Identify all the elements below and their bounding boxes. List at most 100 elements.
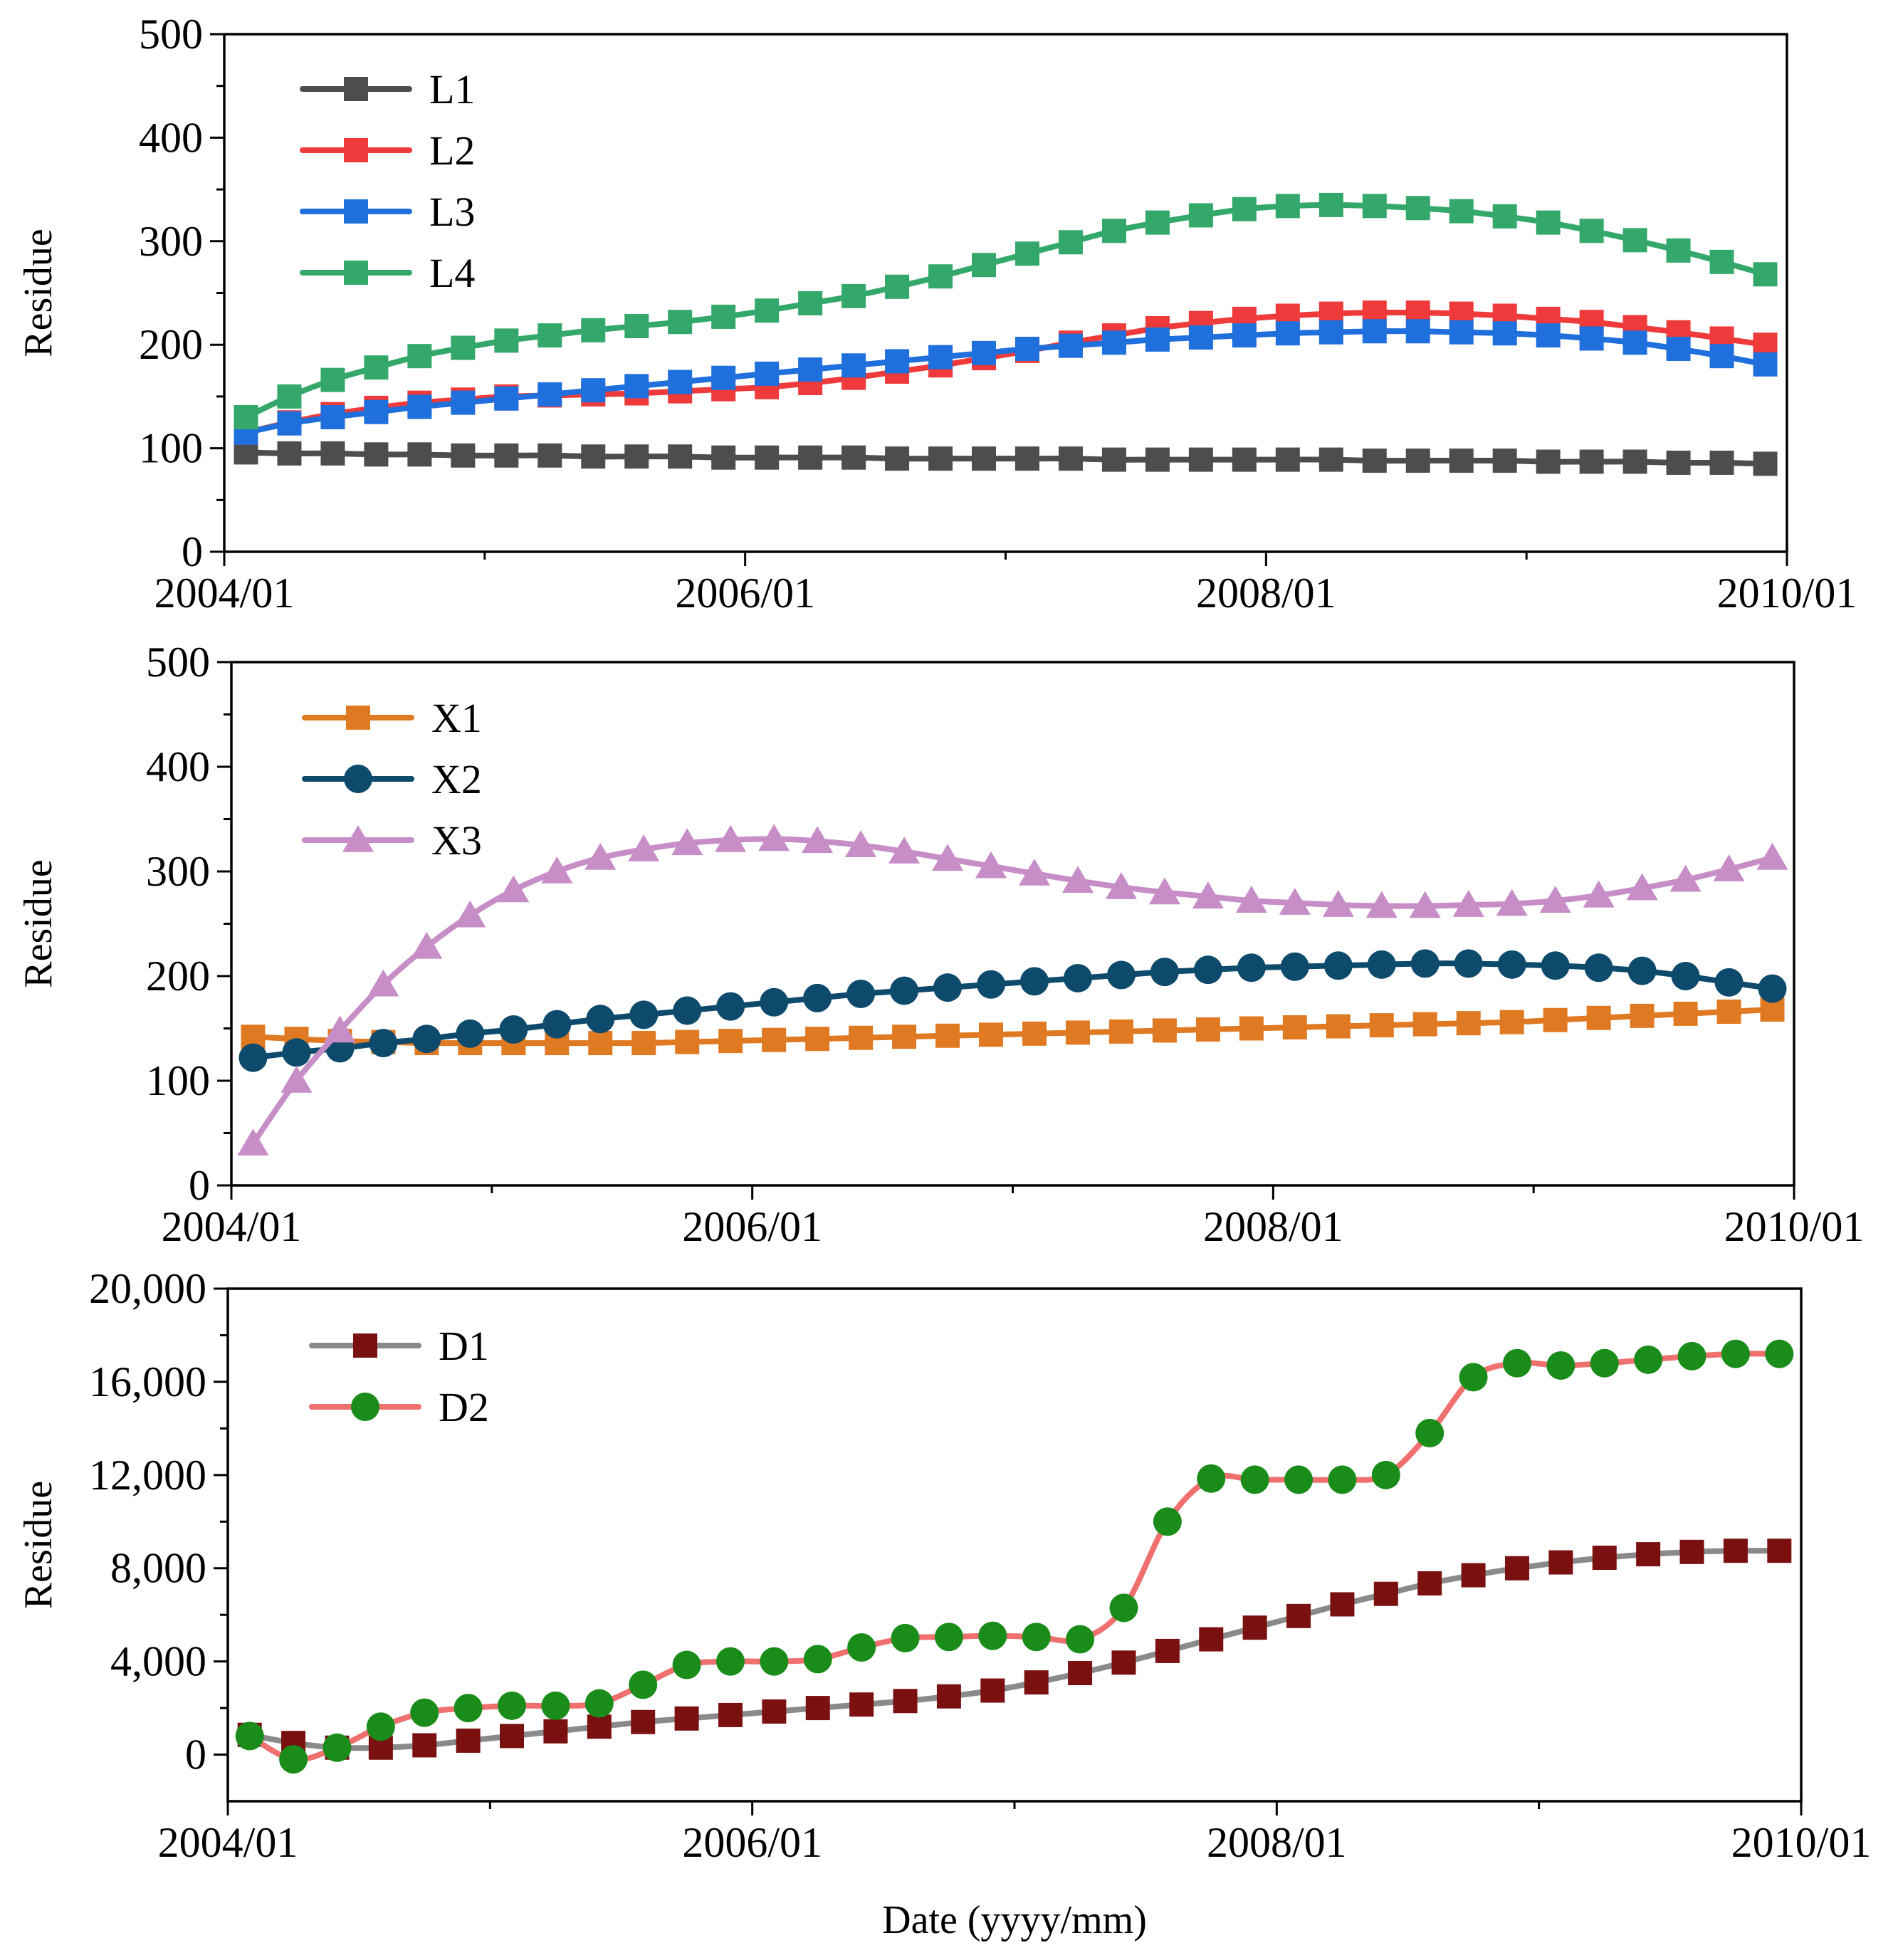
data-point-X3	[1105, 872, 1137, 899]
data-point-L1	[538, 443, 562, 468]
x-tick-label: 2010/01	[1731, 1819, 1872, 1866]
legend-label-L4: L4	[429, 250, 475, 296]
legend-label-D1: D1	[439, 1323, 489, 1369]
data-point-X3	[671, 828, 703, 856]
data-point-L1	[320, 441, 345, 466]
data-point-X2	[716, 992, 745, 1021]
data-point-D1	[980, 1678, 1005, 1703]
data-point-L4	[1362, 194, 1387, 219]
data-point-X1	[1716, 999, 1741, 1024]
data-point-L4	[277, 384, 302, 409]
data-point-D2	[323, 1733, 352, 1762]
data-point-X2	[1106, 960, 1136, 990]
data-point-X2	[890, 976, 919, 1005]
data-point-X2	[1584, 953, 1613, 982]
data-point-X3	[1279, 888, 1311, 915]
data-point-L1	[668, 444, 693, 469]
data-point-D2	[366, 1712, 395, 1741]
data-point-X2	[1541, 951, 1570, 980]
data-point-L1	[1145, 447, 1170, 472]
data-point-L4	[885, 274, 910, 299]
data-point-X2	[412, 1024, 441, 1054]
data-point-L4	[1622, 228, 1647, 253]
y-tick-label: 20,000	[89, 1265, 206, 1312]
panel-1: 0 100 200 300 400 500 2004/01 2006/01 2008/01 201…	[16, 11, 1857, 617]
x-tick-label: 2008/01	[1196, 570, 1336, 617]
data-point-L4	[711, 304, 736, 329]
data-point-L1	[277, 441, 302, 466]
data-point-L3	[1666, 337, 1691, 362]
data-point-X1	[1282, 1015, 1307, 1040]
data-point-L4	[234, 404, 258, 429]
y-tick-label: 100	[139, 425, 203, 472]
data-point-L4	[972, 253, 997, 278]
y-tick-label: 0	[189, 1162, 210, 1209]
data-point-L4	[1275, 194, 1300, 219]
data-point-D2	[279, 1745, 308, 1774]
data-point-L3	[1622, 330, 1647, 355]
series-L3	[234, 319, 1778, 445]
data-point-D2	[1153, 1507, 1182, 1536]
data-point-D2	[1371, 1460, 1400, 1489]
data-point-X2	[1410, 949, 1440, 978]
data-point-L1	[1579, 449, 1604, 474]
data-point-X3	[1583, 880, 1615, 908]
data-point-X3	[1713, 854, 1745, 881]
data-point-X3	[324, 1015, 356, 1043]
data-point-L3	[1014, 337, 1039, 362]
data-point-L3	[1232, 323, 1257, 348]
data-point-L4	[1014, 241, 1039, 266]
data-point-L3	[885, 349, 910, 374]
data-point-D2	[498, 1691, 527, 1720]
x-tick-label: 2006/01	[682, 1203, 822, 1250]
data-point-D1	[1417, 1571, 1442, 1595]
data-point-D2	[847, 1633, 876, 1662]
data-point-L1	[1232, 447, 1257, 472]
data-point-D1	[1679, 1539, 1704, 1564]
series-line-X3	[250, 836, 1776, 1147]
data-point-X1	[675, 1029, 700, 1054]
data-point-L1	[841, 445, 866, 470]
data-point-D1	[936, 1684, 961, 1709]
x-tick-label: 2004/01	[158, 1819, 298, 1866]
data-point-D1	[762, 1699, 787, 1724]
x-tick-label: 2006/01	[675, 570, 815, 617]
data-point-L4	[624, 314, 649, 339]
y-tick-label: 300	[139, 218, 203, 265]
data-point-L4	[1492, 204, 1517, 229]
data-point-L1	[1622, 449, 1647, 474]
data-point-X2	[846, 979, 876, 1008]
data-point-D2	[1066, 1625, 1095, 1654]
data-point-D1	[587, 1714, 612, 1739]
data-point-L4	[407, 344, 432, 369]
data-point-D1	[1111, 1650, 1136, 1675]
data-point-D1	[1199, 1627, 1224, 1652]
data-point-X3	[1756, 842, 1788, 870]
legend-label-L1: L1	[429, 66, 475, 112]
data-point-D2	[934, 1623, 963, 1652]
data-point-L1	[1709, 450, 1734, 475]
data-point-X3	[1409, 891, 1441, 918]
data-point-L3	[1362, 319, 1387, 344]
y-tick-label: 4,000	[110, 1638, 206, 1685]
data-point-L4	[755, 298, 780, 323]
data-point-X3	[1322, 890, 1354, 917]
data-point-X2	[499, 1015, 528, 1044]
data-point-L1	[1275, 447, 1300, 472]
data-point-L1	[885, 446, 910, 471]
y-tick-label: 100	[146, 1057, 210, 1104]
data-point-L3	[451, 390, 476, 415]
data-point-D1	[500, 1724, 525, 1749]
data-point-D2	[1546, 1351, 1575, 1380]
data-point-L4	[928, 264, 953, 289]
data-point-L1	[711, 445, 736, 470]
data-point-D2	[891, 1623, 920, 1652]
data-point-D1	[456, 1728, 481, 1753]
data-point-L4	[1318, 192, 1343, 217]
data-point-X1	[1543, 1007, 1568, 1032]
data-point-D2	[978, 1621, 1007, 1650]
data-point-D2	[1677, 1341, 1706, 1371]
data-point-D1	[718, 1702, 743, 1727]
y-tick-label: 500	[139, 11, 203, 58]
data-point-X3	[1061, 866, 1094, 893]
